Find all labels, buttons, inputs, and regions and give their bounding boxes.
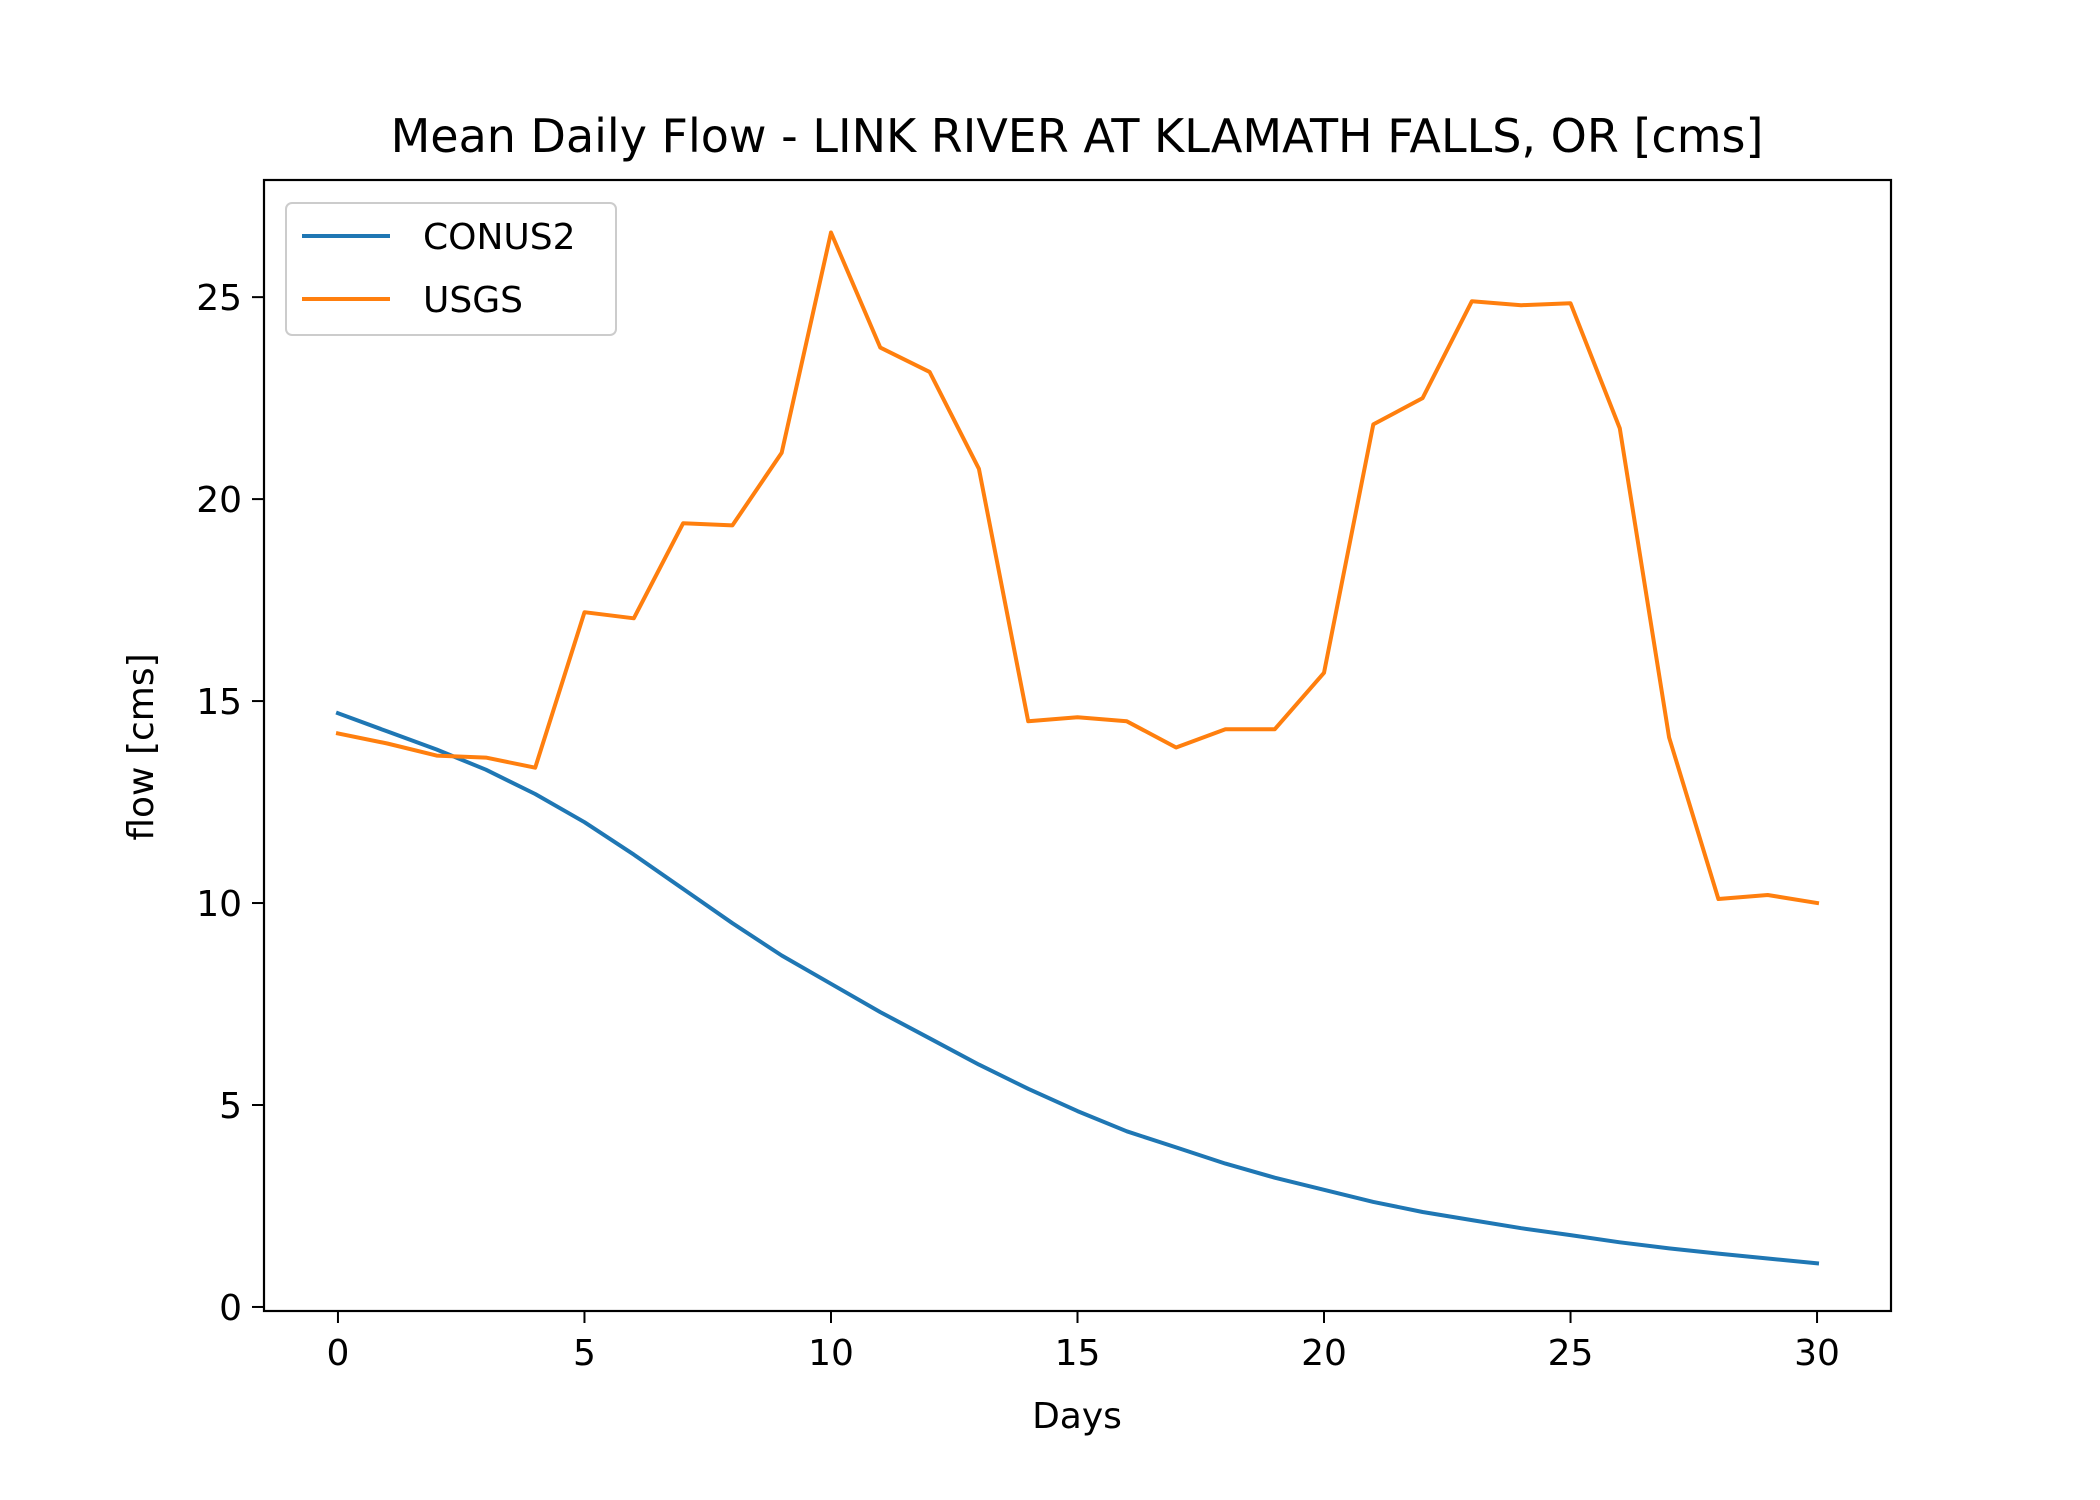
x-tick-label: 5 [573,1333,596,1374]
y-tick-label: 20 [196,480,242,521]
x-tick-label: 15 [1055,1333,1101,1374]
y-tick-label: 25 [196,278,242,319]
x-axis-label: Days [1032,1396,1122,1437]
legend-label-conus2: CONUS2 [423,217,576,258]
series-line-conus2 [335,710,1820,1266]
y-tick-label: 0 [219,1288,242,1329]
y-tick-label: 10 [196,884,242,925]
y-axis-label: flow [cms] [121,653,162,840]
legend: CONUS2 USGS [285,202,617,336]
chart-title: Mean Daily Flow - LINK RIVER AT KLAMATH … [391,109,1764,163]
axis-ticks: 0 5 10 15 20 25 30 0 5 10 15 20 25 [196,278,1840,1374]
x-tick-label: 25 [1548,1333,1594,1374]
x-tick-label: 30 [1794,1333,1840,1374]
x-tick-label: 0 [327,1333,350,1374]
x-tick-label: 10 [808,1333,854,1374]
x-tick-label: 20 [1301,1333,1347,1374]
y-tick-label: 5 [219,1086,242,1127]
y-tick-label: 15 [196,682,242,723]
legend-label-usgs: USGS [423,280,523,321]
plot-area [335,230,1820,1266]
series-line-usgs [335,230,1820,906]
